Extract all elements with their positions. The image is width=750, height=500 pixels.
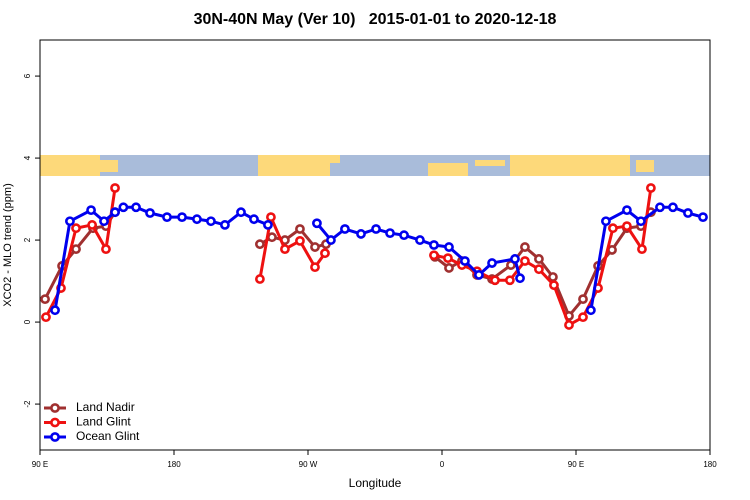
data-point — [668, 202, 678, 213]
data-point — [520, 242, 530, 252]
x-tick-label: 180 — [703, 460, 717, 469]
x-tick-label: 90 E — [568, 460, 584, 469]
plot-frame — [39, 39, 711, 451]
data-point — [280, 244, 290, 254]
data-point — [399, 230, 409, 241]
data-point — [86, 205, 96, 216]
data-point — [340, 224, 350, 234]
legend-label: Land Glint — [76, 415, 131, 429]
data-point — [515, 273, 525, 284]
data-point — [255, 239, 265, 250]
y-tick-label: -2 — [23, 400, 32, 408]
data-point — [295, 235, 305, 246]
data-point — [622, 205, 632, 216]
data-point — [487, 258, 497, 268]
data-point — [601, 216, 611, 227]
data-point — [520, 256, 530, 266]
data-point — [444, 263, 454, 273]
x-tick-label: 0 — [440, 460, 445, 469]
data-point — [267, 232, 277, 243]
legend-label: Ocean Glint — [76, 429, 140, 443]
map-strip — [40, 155, 710, 176]
data-point — [443, 253, 453, 264]
data-point — [177, 212, 187, 223]
data-point — [371, 224, 381, 234]
data-point — [310, 262, 320, 273]
data-point — [385, 228, 395, 239]
y-tick-label: 4 — [23, 155, 32, 160]
x-tick-label: 180 — [167, 460, 181, 469]
data-point — [622, 221, 632, 232]
legend-marker — [50, 432, 60, 442]
data-point — [608, 223, 618, 234]
data-point — [683, 208, 693, 218]
data-point — [636, 216, 646, 227]
data-point — [263, 220, 273, 230]
data-point — [220, 220, 230, 230]
y-tick-label: 0 — [23, 319, 32, 324]
data-point — [415, 235, 425, 245]
legend-marker — [50, 417, 60, 428]
data-point — [698, 212, 708, 223]
data-point — [192, 214, 202, 225]
data-point — [110, 207, 120, 218]
data-point — [101, 244, 111, 254]
data-point — [249, 214, 259, 225]
legend-marker — [50, 403, 60, 413]
data-point — [564, 320, 574, 330]
data-point — [320, 248, 330, 259]
data-point — [131, 202, 141, 213]
data-point — [312, 218, 322, 229]
data-point — [118, 202, 129, 213]
data-point — [71, 244, 81, 254]
y-tick-label: 2 — [23, 237, 32, 242]
data-point — [41, 312, 51, 323]
data-point — [110, 183, 120, 193]
data-point — [255, 274, 265, 284]
data-point — [444, 242, 454, 252]
data-point — [99, 216, 109, 227]
data-point — [578, 294, 588, 305]
data-point — [504, 275, 515, 286]
legend-label: Land Nadir — [76, 400, 135, 414]
data-point — [206, 216, 216, 227]
data-point — [71, 223, 81, 234]
data-point — [490, 275, 500, 286]
data-point — [87, 220, 98, 230]
data-point — [585, 305, 596, 316]
data-point — [578, 312, 588, 323]
data-point — [356, 229, 366, 239]
data-point — [310, 242, 320, 252]
x-axis-label: Longitude — [349, 476, 402, 490]
data-point — [534, 264, 544, 275]
data-point — [162, 212, 172, 223]
data-point — [295, 224, 305, 234]
data-point — [326, 235, 336, 245]
data-point — [474, 270, 484, 280]
data-point — [534, 254, 544, 264]
data-point — [460, 256, 470, 266]
data-point — [549, 280, 559, 291]
data-point — [50, 305, 60, 316]
data-point — [429, 250, 439, 261]
chart-title: 30N-40N May (Ver 10) 2015-01-01 to 2020-… — [194, 11, 557, 28]
y-tick-label: 6 — [23, 73, 32, 78]
data-point — [645, 183, 656, 193]
data-point — [145, 208, 155, 218]
data-point — [655, 202, 665, 213]
data-point — [236, 207, 246, 218]
x-tick-label: 90 W — [299, 460, 318, 469]
data-point — [510, 254, 520, 264]
data-point — [40, 294, 50, 305]
y-axis-label: XCO2 - MLO trend (ppm) — [2, 183, 14, 306]
data-point — [65, 216, 75, 227]
data-point — [429, 240, 439, 250]
data-point — [266, 212, 276, 223]
data-point — [637, 244, 647, 254]
x-tick-label: 90 E — [32, 460, 48, 469]
